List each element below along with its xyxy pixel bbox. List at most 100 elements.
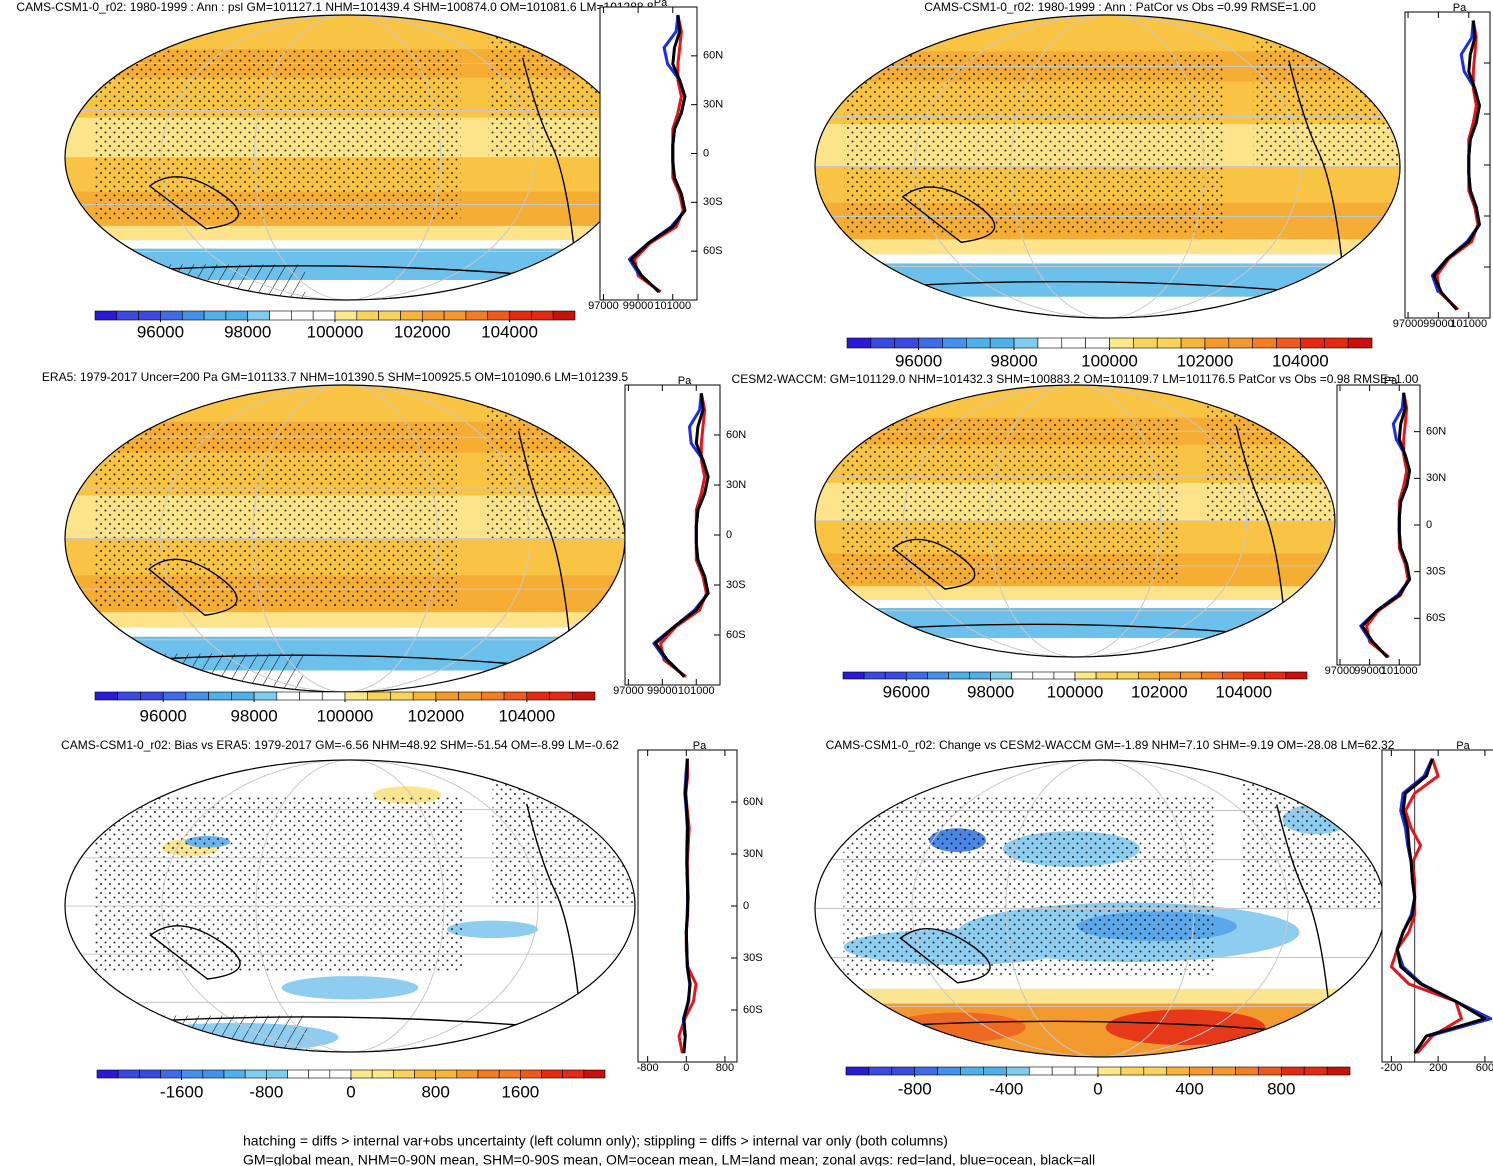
colorbar-box	[1280, 1066, 1305, 1076]
colorbar-label: 96000	[895, 351, 942, 370]
colorbar-box	[443, 310, 467, 321]
colorbar-label: -400	[989, 1079, 1023, 1098]
colorbar-box	[1228, 337, 1253, 349]
colorbar-label: 98000	[230, 706, 277, 725]
x-tick-label: -200	[1380, 1062, 1402, 1074]
colorbar-box	[223, 1069, 246, 1079]
y-tick-label: 60S	[1426, 612, 1446, 624]
zonal-line	[1432, 20, 1481, 311]
colorbar-box	[918, 337, 943, 349]
colorbar-box	[378, 310, 401, 321]
colorbar-box	[1159, 671, 1181, 680]
colorbar-label: 0	[346, 1082, 355, 1101]
colorbar-box	[1085, 337, 1110, 349]
colorbar-box	[842, 671, 865, 680]
panel-title: ERA5: 1979-2017 Uncer=200 Pa GM=101133.7…	[42, 370, 629, 384]
colorbar-label: 102000	[408, 706, 465, 725]
colorbar-label: 1600	[501, 1082, 539, 1101]
colorbar-box	[202, 1069, 225, 1079]
colorbar-box	[884, 671, 907, 680]
panel-title: CAMS-CSM1-0_r02: 1980-1999 : Ann : psl G…	[16, 0, 654, 14]
zonal-unit: Pa	[693, 740, 707, 752]
colorbar-box	[96, 1069, 119, 1079]
colorbar-box	[458, 691, 482, 701]
map-field	[815, 239, 1400, 255]
colorbar-box	[421, 310, 445, 321]
colorbar-box	[1326, 1066, 1351, 1076]
zonal-unit: Pa	[678, 375, 692, 387]
x-tick-label: -800	[637, 1062, 659, 1074]
colorbar-box	[1285, 671, 1308, 680]
y-tick-label: 30S	[1426, 566, 1446, 578]
colorbar-label: 96000	[137, 322, 184, 341]
stippling	[1253, 30, 1400, 167]
map-field	[65, 280, 630, 300]
zonal-frame	[1404, 11, 1491, 319]
colorbar-box	[1222, 671, 1245, 680]
zonal-frame	[1336, 384, 1421, 666]
y-tick-label: 30S	[703, 196, 723, 208]
map-field	[815, 263, 1400, 297]
colorbar-box	[1074, 671, 1097, 680]
colorbar-box	[487, 310, 510, 321]
x-tick-label: 97000	[613, 685, 644, 697]
zonal-frame	[599, 6, 698, 301]
colorbar-box	[1133, 337, 1158, 349]
colorbar-box	[299, 691, 323, 701]
map	[65, 385, 625, 692]
colorbar-box	[1204, 337, 1230, 349]
y-tick-label: 30S	[726, 579, 746, 591]
colorbar-label: -800	[249, 1082, 283, 1101]
colorbar-box	[269, 310, 292, 321]
colorbar-box	[552, 310, 576, 321]
map	[815, 385, 1335, 657]
colorbar-box	[498, 1069, 521, 1079]
colorbar-box	[393, 1069, 415, 1079]
colorbar-box	[1095, 671, 1118, 680]
colorbar-box	[94, 310, 118, 321]
hatching	[135, 264, 306, 300]
colorbar-label: 0	[1093, 1079, 1102, 1098]
colorbar-box	[139, 1069, 161, 1079]
colorbar-box	[1180, 671, 1202, 680]
colorbar-box	[1143, 1066, 1168, 1076]
colorbar-box	[960, 1066, 984, 1076]
stippling	[1242, 774, 1385, 909]
colorbar-box	[116, 310, 139, 321]
colorbar-box	[1276, 337, 1301, 349]
colorbar-box	[435, 691, 459, 701]
map-field	[65, 627, 625, 637]
colorbar-box	[390, 691, 414, 701]
colorbar-box	[1053, 671, 1076, 680]
y-tick-label: 30N	[703, 99, 723, 111]
y-tick-label: 60S	[743, 1004, 763, 1016]
colorbar-label: -1600	[160, 1082, 203, 1101]
colorbar-label: 800	[421, 1082, 449, 1101]
colorbar-box	[1109, 337, 1134, 349]
stippling	[492, 774, 635, 906]
stippling	[1205, 398, 1335, 521]
colorbar-box	[541, 1069, 563, 1079]
x-tick-label: 0	[683, 1062, 689, 1074]
colorbar-label: 100000	[1081, 351, 1138, 370]
colorbar-label: 98000	[967, 682, 1014, 701]
colorbar-box	[1212, 1066, 1236, 1076]
colorbar-box	[414, 1069, 436, 1079]
colorbar-box	[247, 310, 270, 321]
y-tick-label: 30N	[1426, 472, 1446, 484]
footer-line: GM=global mean, NHM=0-90N mean, SHM=0-90…	[243, 1152, 1095, 1166]
y-tick-label: 60N	[726, 429, 746, 441]
colorbar-box	[531, 310, 554, 321]
x-tick-label: 99000	[1354, 665, 1385, 677]
colorbar-box	[160, 310, 183, 321]
colorbar-box	[253, 691, 278, 701]
map-field	[815, 296, 1400, 318]
colorbar-box	[231, 691, 255, 701]
colorbar-box	[1032, 671, 1055, 680]
colorbar-box	[846, 337, 872, 349]
stippling	[844, 52, 1225, 235]
x-tick-label: 97000	[1393, 318, 1424, 330]
colorbar-box	[520, 1069, 542, 1079]
colorbar-box	[1252, 337, 1277, 349]
